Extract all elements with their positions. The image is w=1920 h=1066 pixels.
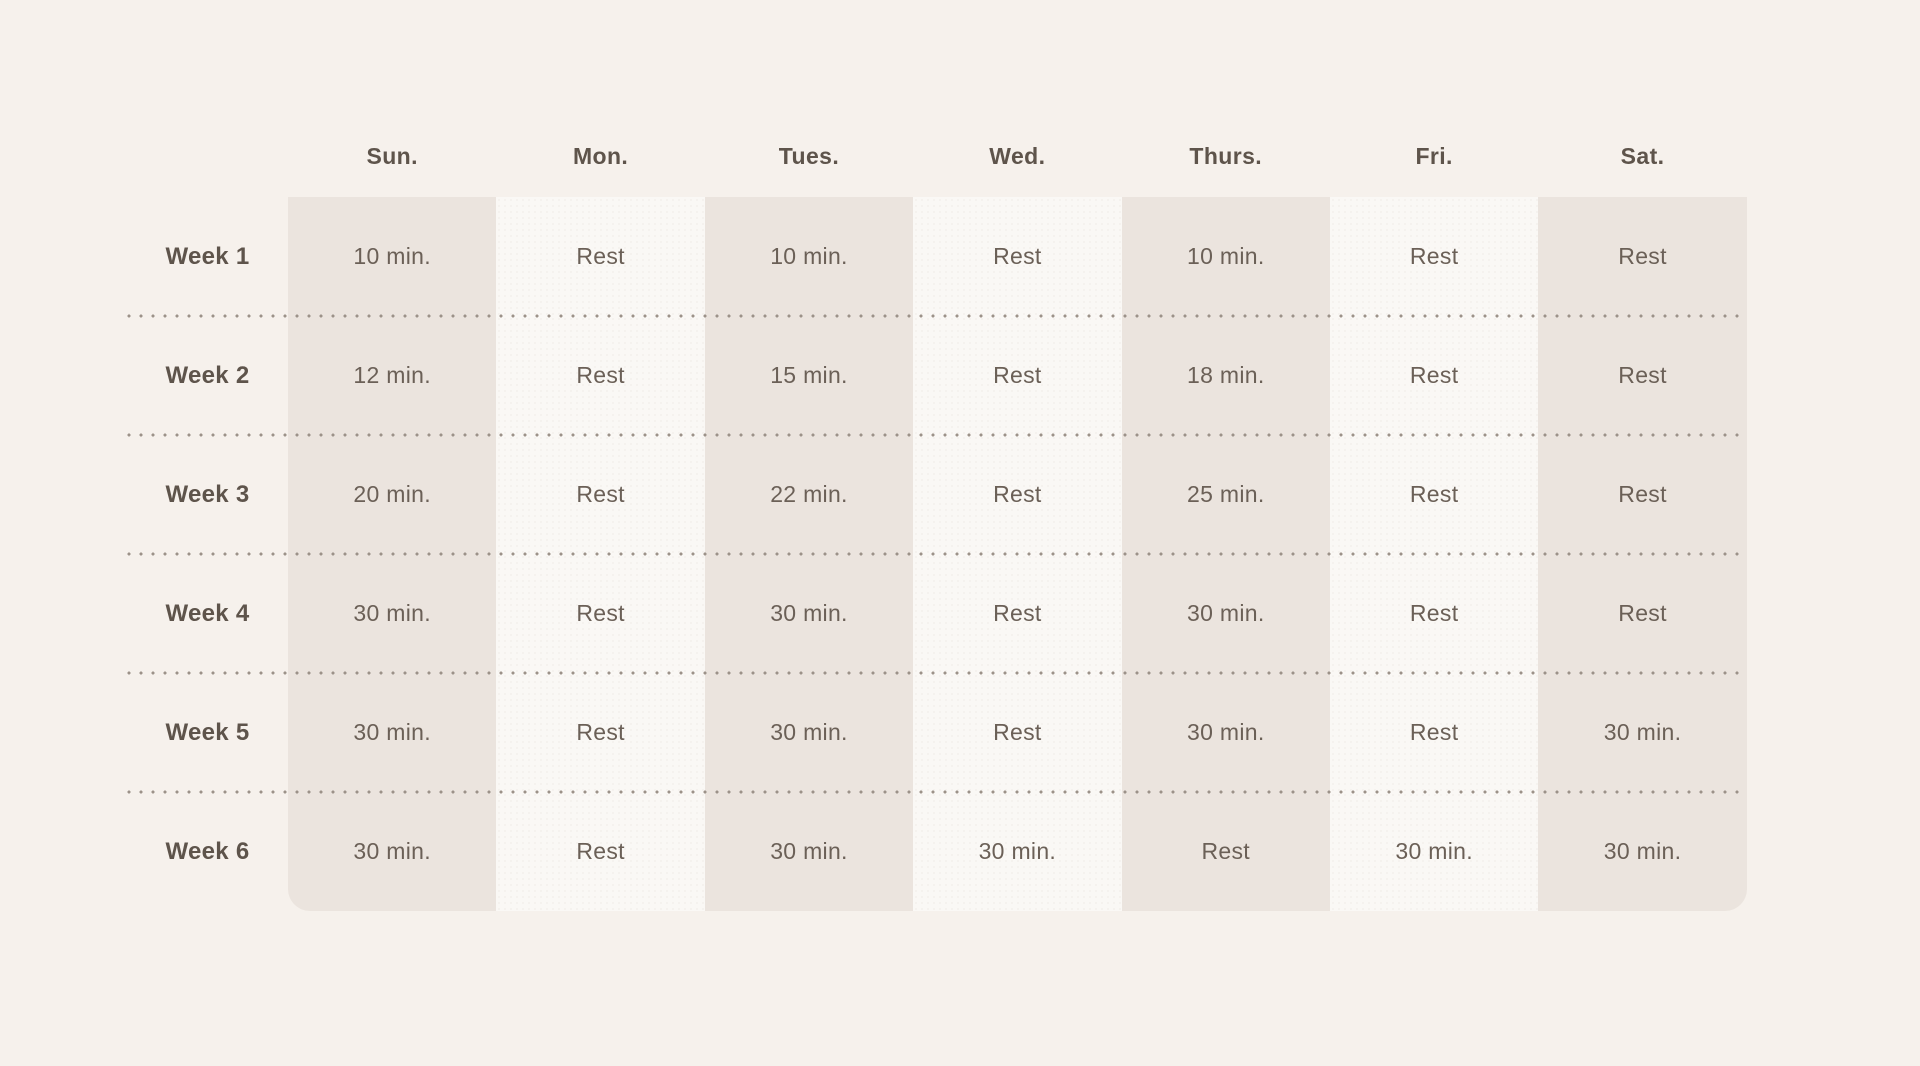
schedule-cell-week2-tues: 15 min. [704,316,914,435]
table-row-week-4: Week 4 30 min. Rest 30 min. Rest 30 min.… [127,554,1747,675]
schedule-cell-week1-wed: Rest [913,197,1122,316]
schedule-cell-week5-wed: Rest [913,673,1122,792]
day-header-sat: Sat. [1620,142,1665,169]
schedule-cell-week4-mon: Rest [496,554,705,673]
schedule-cell-week5-mon: Rest [496,673,705,792]
week-label: Week 5 [165,718,250,746]
schedule-cell-week2-thurs: 18 min. [1121,316,1330,435]
table-row-week-2: Week 2 12 min. Rest 15 min. Rest 18 min.… [127,316,1747,437]
day-header-row: Sun. Mon. Tues. Wed. Thurs. Fri. Sat. [127,115,1747,197]
table-row-week-3: Week 3 20 min. Rest 22 min. Rest 25 min.… [127,435,1747,556]
day-header-wed: Wed. [989,142,1046,169]
table-row-week-6: Week 6 30 min. Rest 30 min. 30 min. Rest… [127,792,1747,911]
schedule-cell-week5-sat: 30 min. [1538,673,1747,792]
day-header-thurs: Thurs. [1189,142,1263,169]
schedule-cell-week1-thurs: 10 min. [1121,197,1330,316]
schedule-cell-week6-mon: Rest [496,792,705,911]
header-spacer [127,115,288,197]
schedule-cell-week6-fri: 30 min. [1329,792,1539,911]
schedule-cell-week4-tues: 30 min. [704,554,914,673]
schedule-cell-week3-mon: Rest [496,435,705,554]
schedule-cell-week5-tues: 30 min. [704,673,914,792]
training-schedule-table: Sun. Mon. Tues. Wed. Thurs. Fri. Sat. We… [127,115,1747,911]
schedule-cell-week4-wed: Rest [913,554,1122,673]
schedule-cell-week3-sat: Rest [1538,435,1747,554]
schedule-cell-week3-tues: 22 min. [704,435,914,554]
schedule-cell-week3-thurs: 25 min. [1121,435,1330,554]
schedule-cell-week1-fri: Rest [1329,197,1539,316]
day-header-tues: Tues. [778,142,840,169]
schedule-cell-week1-sat: Rest [1538,197,1747,316]
schedule-cell-week6-tues: 30 min. [704,792,914,911]
week-label: Week 1 [165,242,250,270]
schedule-cell-week6-sun: 30 min. [288,792,497,911]
schedule-cell-week5-sun: 30 min. [288,673,497,792]
week-label: Week 2 [165,361,250,389]
schedule-cell-week2-sun: 12 min. [288,316,497,435]
schedule-cell-week2-fri: Rest [1329,316,1539,435]
schedule-cell-week2-sat: Rest [1538,316,1747,435]
schedule-cell-week5-fri: Rest [1329,673,1539,792]
schedule-cell-week4-sun: 30 min. [288,554,497,673]
week-label: Week 4 [165,599,250,627]
day-header-mon: Mon. [572,142,629,169]
day-header-fri: Fri. [1415,142,1453,169]
schedule-cell-week6-wed: 30 min. [913,792,1122,911]
table-row-week-1: Week 1 10 min. Rest 10 min. Rest 10 min.… [127,197,1747,318]
schedule-cell-week1-tues: 10 min. [704,197,914,316]
schedule-cell-week2-wed: Rest [913,316,1122,435]
schedule-cell-week1-sun: 10 min. [288,197,497,316]
schedule-cell-week5-thurs: 30 min. [1121,673,1330,792]
schedule-cell-week2-mon: Rest [496,316,705,435]
schedule-cell-week4-sat: Rest [1538,554,1747,673]
schedule-cell-week1-mon: Rest [496,197,705,316]
schedule-cell-week6-sat: 30 min. [1538,792,1747,911]
day-header-sun: Sun. [366,142,418,169]
schedule-cell-week6-thurs: Rest [1121,792,1330,911]
schedule-cell-week3-sun: 20 min. [288,435,497,554]
week-label: Week 3 [165,480,250,508]
schedule-cell-week4-fri: Rest [1329,554,1539,673]
schedule-cell-week3-fri: Rest [1329,435,1539,554]
table-row-week-5: Week 5 30 min. Rest 30 min. Rest 30 min.… [127,673,1747,794]
schedule-cell-week3-wed: Rest [913,435,1122,554]
week-label: Week 6 [165,837,250,865]
schedule-cell-week4-thurs: 30 min. [1121,554,1330,673]
